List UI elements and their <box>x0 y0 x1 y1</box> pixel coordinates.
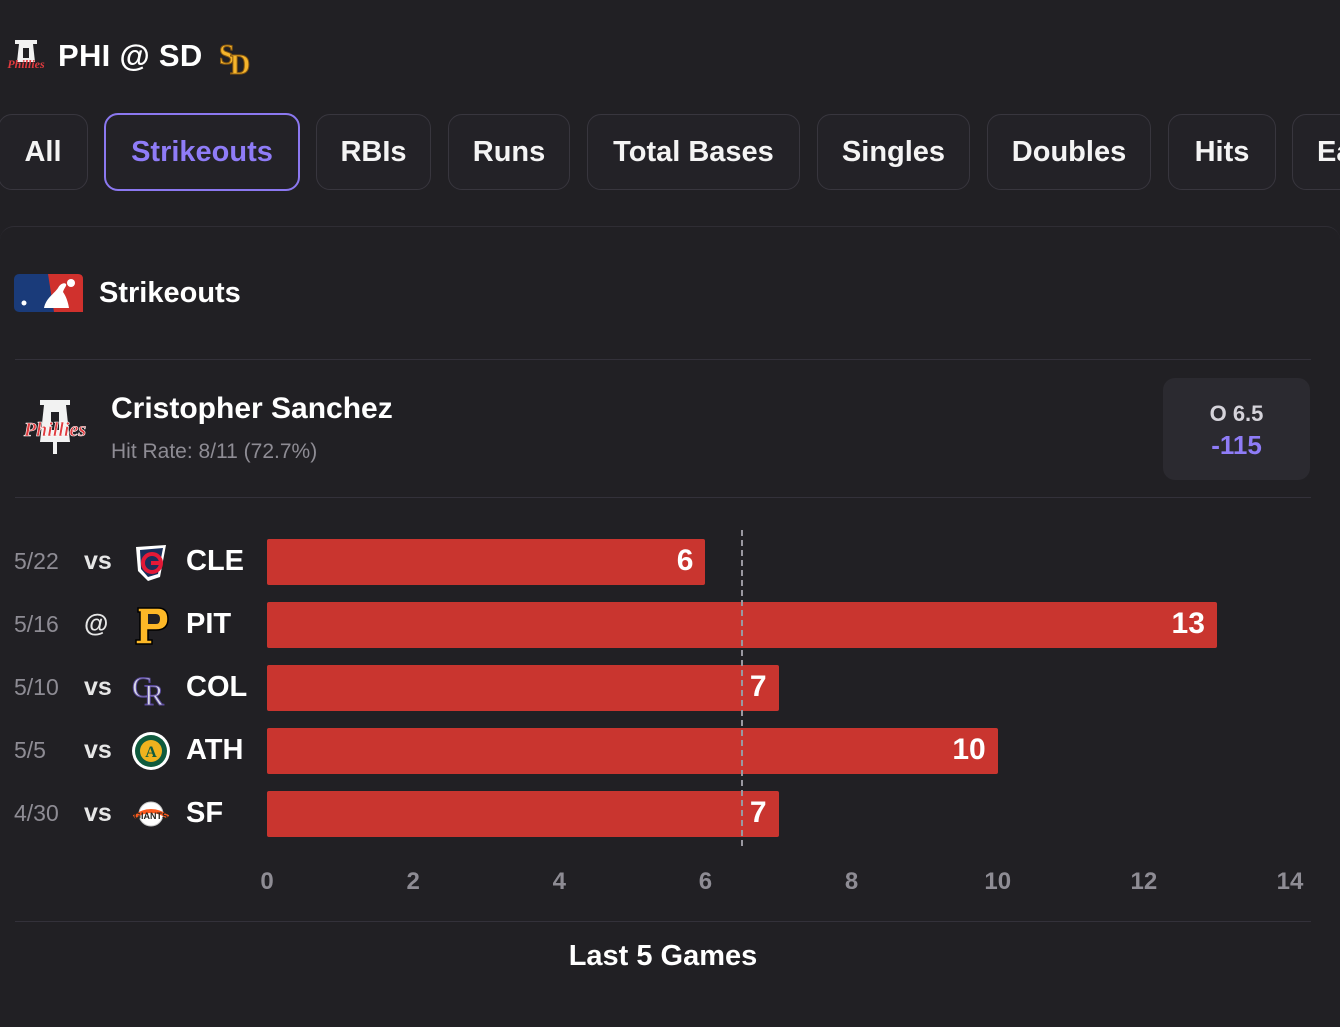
padres-logo-icon: S D <box>218 40 250 79</box>
svg-text:Phillies: Phillies <box>7 57 45 71</box>
tab-singles[interactable]: Singles <box>817 114 970 190</box>
game-venue: vs <box>84 673 112 701</box>
phillies-logo-icon: Phillies <box>7 40 45 71</box>
bar-label: 6 <box>676 544 694 577</box>
svg-text:C: C <box>132 671 152 704</box>
x-tick-label: 2 <box>406 868 420 895</box>
bar-cle <box>267 539 706 585</box>
matchup-title: PHI @ SD <box>58 38 203 73</box>
game-date: 4/30 <box>14 800 59 826</box>
tab-rbis[interactable]: RBIs <box>316 114 431 190</box>
guardians-logo-icon <box>130 541 172 583</box>
tab-hits[interactable]: Hits <box>1168 114 1276 190</box>
game-date: 5/10 <box>14 674 59 700</box>
divider <box>15 921 1311 922</box>
game-venue: vs <box>84 799 112 827</box>
x-tick-label: 4 <box>552 868 566 895</box>
game-date: 5/22 <box>14 548 59 574</box>
divider <box>15 359 1311 360</box>
section-title: Strikeouts <box>99 276 241 309</box>
divider <box>15 497 1311 498</box>
opponent-team: CLE <box>186 545 244 577</box>
opponent-team: SF <box>186 797 224 829</box>
bar-label: 10 <box>952 733 986 766</box>
line-reference <box>740 530 743 846</box>
x-tick-label: 0 <box>260 868 274 895</box>
tab-doubles[interactable]: Doubles <box>987 114 1151 190</box>
bar-col <box>267 665 779 711</box>
opponent-team: PIT <box>186 608 232 640</box>
opponent-team: COL <box>186 671 248 703</box>
x-tick-label: 10 <box>984 868 1012 895</box>
player-name[interactable]: Cristopher Sanchez <box>111 392 393 425</box>
tab-earned-runs[interactable]: Ea <box>1292 114 1340 190</box>
chart-title: Last 5 Games <box>568 940 758 972</box>
bar-label: 7 <box>749 796 767 829</box>
bar-sf <box>267 791 779 837</box>
odds-line: O 6.5 <box>1209 401 1264 426</box>
pirates-logo-icon <box>130 604 172 646</box>
game-venue: @ <box>84 610 109 638</box>
opponent-team: ATH <box>186 734 244 766</box>
game-date: 5/16 <box>14 611 59 637</box>
x-tick-label: 12 <box>1130 868 1158 895</box>
odds-price: -115 <box>1211 430 1262 460</box>
game-venue: vs <box>84 736 112 764</box>
svg-text:D: D <box>230 50 250 78</box>
svg-text:A: A <box>145 744 157 761</box>
x-tick-label: 6 <box>698 868 713 895</box>
svg-text:S: S <box>219 40 235 71</box>
x-tick-label: 14 <box>1276 868 1304 895</box>
svg-text:Phillies: Phillies <box>23 419 86 441</box>
giants-logo-icon: GIANTS <box>130 793 172 835</box>
athletics-logo-icon: A <box>130 730 172 772</box>
phillies-logo-icon: Phillies <box>23 400 87 454</box>
tab-runs[interactable]: Runs <box>448 114 570 190</box>
bar-label: 13 <box>1171 607 1205 640</box>
section-header: Strikeouts <box>14 273 241 313</box>
market-tabs: All Strikeouts RBIs Runs Total Bases Sin… <box>0 113 1340 193</box>
svg-text:GIANTS: GIANTS <box>134 811 168 821</box>
bar-label: 7 <box>749 670 767 703</box>
svg-text:R: R <box>144 679 164 709</box>
game-date: 5/5 <box>14 737 46 763</box>
tab-strikeouts[interactable]: Strikeouts <box>104 113 300 191</box>
hit-rate: Hit Rate: 8/11 (72.7%) <box>111 440 318 463</box>
prop-card <box>0 226 1340 1027</box>
bar-ath <box>267 728 998 774</box>
tab-total-bases[interactable]: Total Bases <box>587 114 800 190</box>
tab-all[interactable]: All <box>0 114 88 190</box>
mlb-logo-icon <box>14 274 83 312</box>
matchup-header: Phillies PHI @ SD S D <box>6 32 253 80</box>
odds-button[interactable]: O 6.5 -115 <box>1163 378 1310 480</box>
game-venue: vs <box>84 547 112 575</box>
x-tick-label: 8 <box>844 868 859 895</box>
